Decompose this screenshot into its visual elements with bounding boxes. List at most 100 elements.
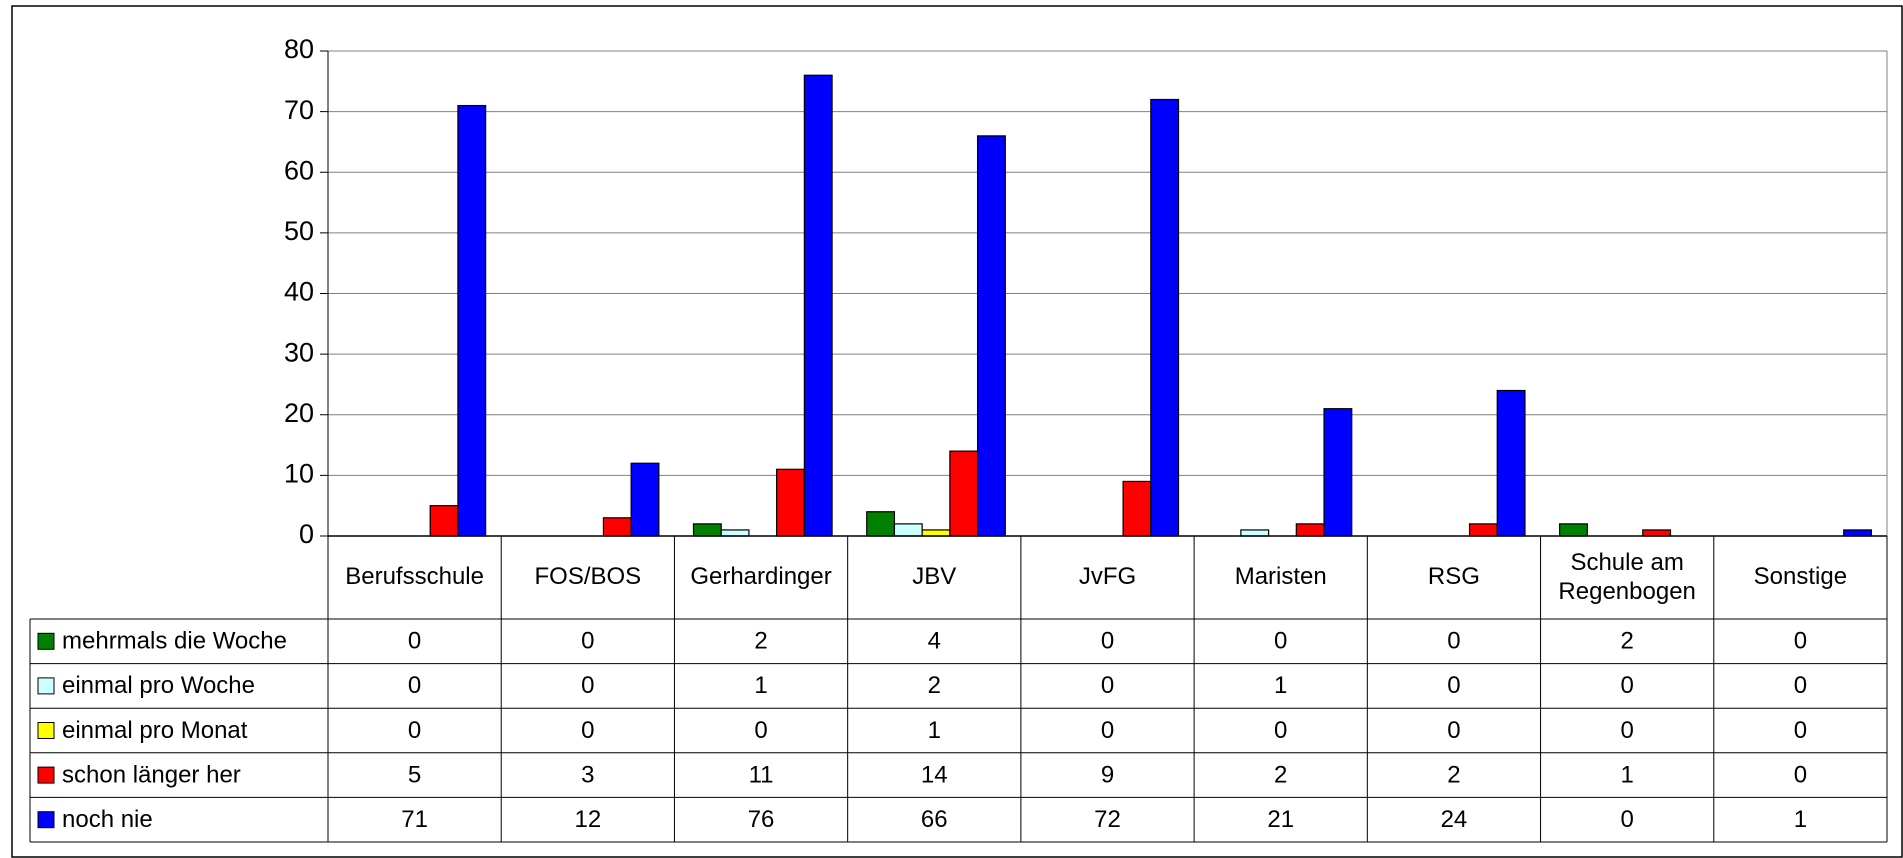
table-value: 3 (581, 761, 594, 788)
table-value: 5 (408, 761, 421, 788)
table-value: 2 (754, 628, 767, 655)
legend-label: schon länger her (62, 761, 241, 788)
y-tick-label: 60 (284, 155, 314, 185)
bar (602, 517, 632, 537)
table-value: 12 (574, 806, 601, 833)
y-tick-label: 50 (284, 216, 314, 246)
table-value: 0 (1620, 672, 1633, 699)
table-value: 0 (1620, 806, 1633, 833)
legend-label: einmal pro Woche (62, 672, 255, 699)
y-tick-label: 40 (284, 277, 314, 307)
table-value: 72 (1094, 806, 1121, 833)
table-value: 0 (1794, 672, 1807, 699)
table-value: 0 (754, 717, 767, 744)
table-value: 2 (928, 672, 941, 699)
bar (976, 135, 1006, 537)
bar (949, 450, 979, 537)
table-value: 0 (581, 672, 594, 699)
legend-label: einmal pro Monat (62, 717, 248, 744)
x-tick-label: JvFG (1078, 563, 1137, 591)
bar (1323, 408, 1353, 537)
y-tick-label: 80 (284, 34, 314, 64)
table-value: 0 (408, 672, 421, 699)
y-tick-label: 20 (284, 398, 314, 428)
table-value: 0 (1447, 628, 1460, 655)
category-cell: Schule am Regenbogen (1558, 548, 1696, 605)
table-value: 21 (1267, 806, 1294, 833)
table-value: 0 (581, 717, 594, 744)
table-value: 0 (1794, 761, 1807, 788)
table-value: 2 (1274, 761, 1287, 788)
table-value: 11 (749, 761, 774, 788)
x-tick-label: Sonstige (1753, 563, 1848, 591)
legend-swatch (37, 632, 55, 650)
x-tick-label: Gerhardinger (690, 563, 832, 591)
y-tick-label: 0 (299, 519, 314, 549)
bar (866, 511, 896, 537)
table-value: 24 (1441, 806, 1468, 833)
bar (1150, 98, 1180, 537)
bar (692, 523, 722, 537)
category-cell: FOS/BOS (534, 563, 642, 591)
x-tick-label: Schule am Regenbogen (1558, 548, 1696, 605)
x-tick-label: Maristen (1234, 563, 1327, 591)
bar (1295, 523, 1325, 537)
bar (1559, 523, 1588, 537)
table-value: 2 (1447, 761, 1460, 788)
legend-label: noch nie (62, 806, 153, 833)
legend-swatch (37, 722, 55, 739)
bar (457, 104, 487, 537)
category-cell: JBV (912, 563, 957, 591)
table-value: 2 (1620, 628, 1633, 655)
table-value: 4 (928, 628, 941, 655)
table-value: 1 (928, 717, 941, 744)
legend-swatch (37, 677, 55, 695)
table-value: 0 (581, 628, 594, 655)
table-value: 0 (1101, 717, 1114, 744)
table-value: 9 (1101, 761, 1114, 788)
bar (630, 462, 660, 537)
bar (776, 468, 805, 537)
x-tick-label: RSG (1427, 563, 1480, 591)
table-value: 0 (1274, 628, 1287, 655)
category-cell: Maristen (1234, 563, 1327, 591)
bar (1496, 389, 1526, 537)
category-cell: Berufsschule (345, 563, 484, 591)
table-value: 76 (748, 806, 775, 833)
legend-swatch (37, 811, 55, 829)
bar (1468, 523, 1498, 537)
x-tick-label: JBV (912, 563, 957, 591)
bar (893, 523, 923, 537)
table-value: 1 (754, 672, 767, 699)
table-value: 1 (1274, 672, 1287, 699)
y-tick-label: 70 (284, 95, 314, 125)
table-value: 71 (401, 806, 428, 833)
x-tick-label: FOS/BOS (534, 563, 642, 591)
chart-frame (11, 5, 1903, 858)
category-cell: JvFG (1078, 563, 1137, 591)
table-value: 1 (1794, 806, 1807, 833)
table-value: 1 (1620, 761, 1633, 788)
table-value: 0 (408, 717, 421, 744)
bar (1122, 480, 1152, 537)
table-value: 0 (1794, 628, 1807, 655)
y-tick-label: 10 (284, 459, 314, 489)
y-tick-label: 30 (284, 337, 314, 367)
table-value: 14 (921, 761, 948, 788)
category-cell: Gerhardinger (690, 563, 832, 591)
bar (803, 74, 833, 537)
category-cell: Sonstige (1753, 563, 1848, 591)
category-cell: RSG (1427, 563, 1480, 591)
x-tick-label: Berufsschule (345, 563, 484, 591)
table-value: 66 (921, 806, 948, 833)
table-value: 0 (1101, 672, 1114, 699)
bar (429, 505, 459, 537)
table-value: 0 (1620, 717, 1633, 744)
table-value: 0 (408, 628, 421, 655)
table-value: 0 (1447, 717, 1460, 744)
table-value: 0 (1794, 717, 1807, 744)
table-value: 0 (1101, 628, 1114, 655)
legend-swatch (37, 766, 55, 784)
